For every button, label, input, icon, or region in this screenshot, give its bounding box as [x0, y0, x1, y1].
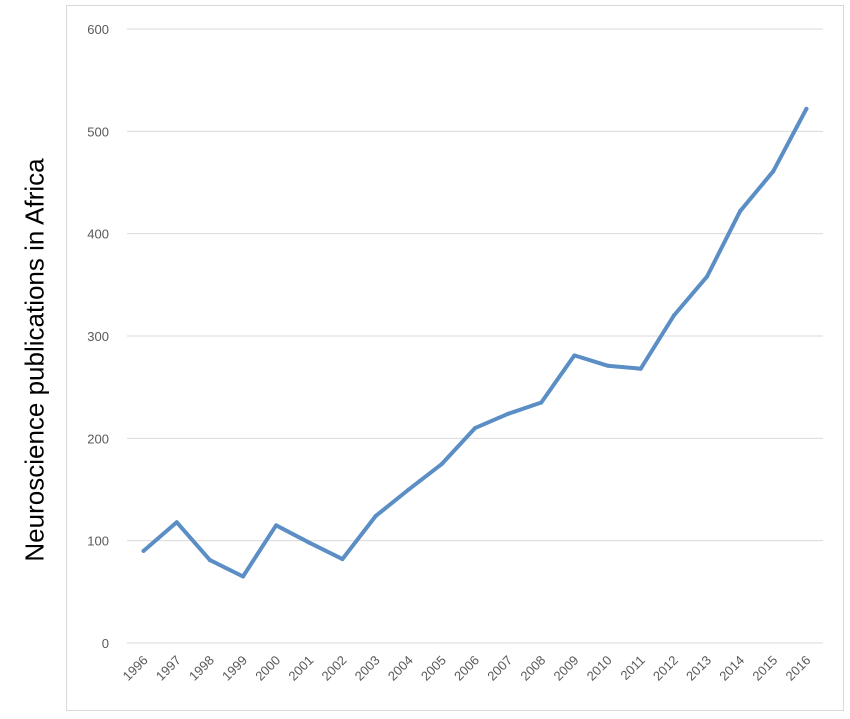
x-tick-label: 2010 — [584, 653, 615, 684]
series-line — [141, 106, 809, 579]
data-point-2016 — [804, 106, 809, 111]
y-tick-label: 400 — [87, 227, 109, 242]
x-tick-label: 1996 — [120, 653, 151, 684]
data-point-2003 — [373, 514, 378, 519]
data-point-1997 — [174, 520, 179, 525]
x-tick-label: 2013 — [683, 653, 714, 684]
x-tick-label: 2016 — [782, 653, 813, 684]
x-tick-label: 2006 — [451, 653, 482, 684]
data-point-1998 — [207, 558, 212, 563]
data-point-2014 — [738, 209, 743, 214]
data-point-2011 — [638, 366, 643, 371]
data-point-1999 — [241, 574, 245, 579]
y-tick-label: 500 — [87, 124, 109, 139]
data-point-1996 — [141, 548, 146, 553]
x-tick-labels: 1996 1997 1998 1999 2000 2001 2002 2003 2004 2005… — [120, 653, 814, 684]
x-tick-label: 2002 — [318, 653, 349, 684]
data-point-2008 — [539, 400, 544, 405]
data-point-2004 — [406, 487, 411, 492]
data-point-2012 — [671, 313, 676, 318]
x-tick-label: 2000 — [252, 653, 283, 684]
data-point-2015 — [771, 169, 776, 174]
data-point-2005 — [439, 461, 444, 466]
y-tick-labels: 0 100 200 300 400 500 600 — [87, 22, 109, 651]
y-tick-label: 300 — [87, 329, 109, 344]
x-tick-label: 2004 — [385, 653, 416, 684]
x-tick-label: 2009 — [550, 653, 581, 684]
chart-frame — [66, 5, 844, 711]
x-tick-label: 1998 — [186, 653, 217, 684]
data-point-2002 — [340, 557, 345, 562]
data-point-2013 — [705, 274, 709, 279]
y-tick-label: 0 — [102, 636, 109, 651]
x-tick-label: 2007 — [484, 653, 515, 684]
data-point-2010 — [605, 363, 610, 368]
x-tick-label: 2014 — [716, 653, 747, 684]
x-tick-label: 2005 — [418, 653, 449, 684]
x-tick-label: 2012 — [650, 653, 681, 684]
x-tick-label: 1997 — [153, 653, 184, 684]
y-tick-label: 100 — [87, 534, 109, 549]
data-point-2007 — [506, 411, 511, 416]
y-tick-label: 600 — [87, 22, 109, 37]
x-tick-label: 2003 — [352, 653, 383, 684]
y-tick-label: 200 — [87, 431, 109, 446]
gridlines — [127, 28, 823, 644]
x-tick-label: 2008 — [517, 653, 548, 684]
series-group — [141, 106, 809, 579]
x-tick-label: 2011 — [617, 653, 647, 683]
data-point-2001 — [307, 540, 312, 545]
x-tick-label: 2015 — [749, 653, 780, 684]
x-tick-label: 1999 — [219, 653, 250, 684]
data-point-2006 — [473, 426, 477, 431]
data-point-2000 — [274, 523, 279, 528]
data-point-2009 — [572, 353, 577, 358]
x-tick-label: 2001 — [285, 653, 316, 684]
